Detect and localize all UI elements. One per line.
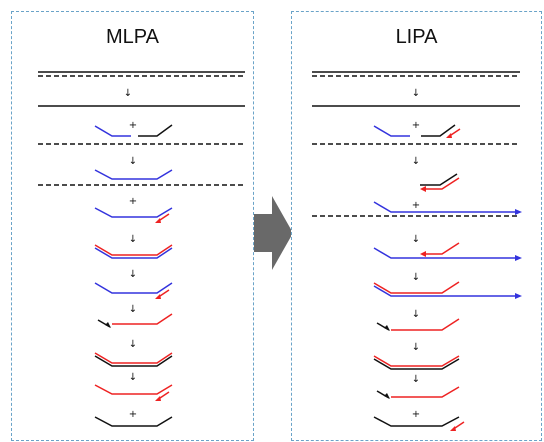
plus-sign: + <box>129 120 137 131</box>
primer-arrowhead <box>384 393 390 399</box>
step-arrow: ↓ <box>412 88 420 99</box>
ligated-probe <box>94 169 173 180</box>
primer-arrowhead <box>450 426 456 431</box>
mlpa-panel: MLPA ↓ + ↓ + ↓ ↓ ↓ ↓ ↓ <box>11 11 254 441</box>
step-arrow: ↓ <box>412 374 420 385</box>
mlpa-title: MLPA <box>106 26 159 48</box>
probe-product <box>373 285 518 297</box>
left-probe <box>94 125 131 137</box>
primer-arrowhead <box>515 255 522 261</box>
primer-arrowhead <box>155 218 161 223</box>
lipa-panel: LIPA ↓ + ↓ + ↓ ↓ ↓ ↓ <box>291 11 542 441</box>
extension-strand <box>424 242 460 255</box>
plus-sign: + <box>412 409 420 420</box>
step-arrow: ↓ <box>129 156 137 167</box>
primer-arrowhead <box>515 293 522 299</box>
plus-sign: + <box>412 200 420 211</box>
primer-arrowhead <box>155 294 161 299</box>
extension-strand <box>391 318 460 331</box>
primer-arrowhead <box>155 396 161 401</box>
step-arrow: ↓ <box>124 88 132 99</box>
probe-product <box>373 247 518 259</box>
step-arrow: ↓ <box>412 309 420 320</box>
template-strand <box>373 416 460 427</box>
primer-arrowhead <box>446 133 452 138</box>
extension-strand <box>424 177 460 190</box>
probe-product <box>94 282 173 294</box>
plus-sign: + <box>412 120 420 131</box>
primer-arrowhead <box>420 251 426 257</box>
extension-strand <box>373 281 460 294</box>
primer-arrowhead <box>384 325 390 331</box>
lipa-diagram: ↓ + ↓ + ↓ ↓ ↓ ↓ ↓ <box>312 71 522 431</box>
step-arrow: ↓ <box>412 272 420 283</box>
step-arrow: ↓ <box>129 304 137 315</box>
extension-strand <box>94 244 173 256</box>
template-strand <box>94 355 173 367</box>
primer-arrowhead <box>420 186 426 192</box>
step-arrow: ↓ <box>129 372 137 383</box>
right-probe <box>421 124 456 137</box>
plus-sign: + <box>129 196 137 207</box>
extension-strand <box>94 352 173 364</box>
lipa-title: LIPA <box>395 26 438 48</box>
template-strand <box>373 358 460 370</box>
extension-strand <box>94 384 173 395</box>
primer-arrowhead <box>105 322 111 328</box>
mlpa-diagram: ↓ + ↓ + ↓ ↓ ↓ ↓ ↓ + <box>38 71 245 427</box>
step-arrow: ↓ <box>412 234 420 245</box>
probe-product <box>373 201 518 213</box>
left-probe <box>373 125 410 137</box>
step-arrow: ↓ <box>412 342 420 353</box>
right-probe <box>138 124 173 137</box>
probe-product <box>94 247 173 259</box>
extension-strand <box>112 313 173 325</box>
step-arrow: ↓ <box>129 339 137 350</box>
probe-product <box>94 207 173 218</box>
plus-sign: + <box>129 409 137 420</box>
step-arrow: ↓ <box>129 269 137 280</box>
extension-strand <box>373 355 460 367</box>
primer-arrowhead <box>515 209 522 215</box>
step-arrow: ↓ <box>412 156 420 167</box>
right-probe <box>420 173 458 186</box>
extension-strand <box>391 386 460 398</box>
step-arrow: ↓ <box>129 234 137 245</box>
template-strand <box>94 416 173 427</box>
